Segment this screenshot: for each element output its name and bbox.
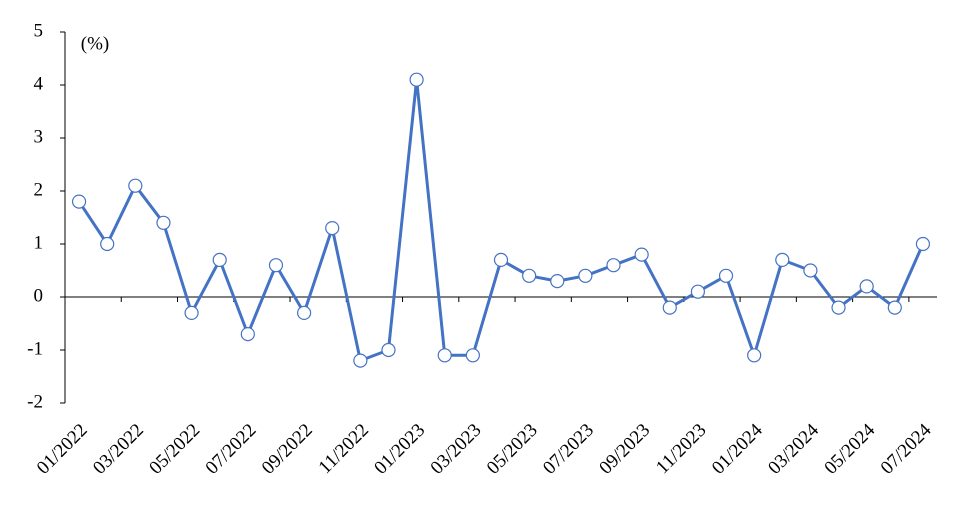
data-point [887,300,902,315]
data-point [409,72,424,87]
data-point [606,258,621,273]
data-point [690,284,706,299]
x-tick-label: 07/2023 [539,420,598,479]
data-point [775,252,790,267]
data-point [578,268,593,283]
y-tick-label: 5 [34,20,44,41]
data-point [550,274,565,289]
x-tick-label: 05/2022 [145,420,204,479]
data-point [465,348,480,363]
y-tick-label: 0 [34,285,44,306]
data-point [718,268,734,283]
y-tick-label: 4 [34,73,44,94]
x-tick-label: 03/2023 [427,420,486,479]
y-tick-label: 3 [34,126,44,147]
unit-annotation: (%) [81,33,109,54]
data-point [634,247,649,262]
y-tick-label: -2 [27,391,43,412]
data-point [859,279,874,294]
data-point [212,252,227,267]
data-point [325,221,340,236]
x-tick-label: 09/2022 [258,420,317,479]
y-tick-label: 2 [34,179,44,200]
x-tick-label: 05/2023 [483,420,542,479]
data-point [493,252,509,267]
x-tick-label: 03/2024 [764,419,823,478]
data-point [381,342,396,358]
x-tick-label: 07/2022 [202,420,261,479]
data-point [240,327,255,342]
data-point [156,215,171,230]
x-tick-label: 11/2023 [652,420,710,478]
data-point [296,305,312,320]
x-tick-label: 09/2023 [595,420,654,479]
x-tick-label: 07/2024 [877,419,936,478]
data-point [184,305,199,320]
data-point [353,353,368,368]
data-point [803,263,818,278]
data-point [831,300,846,315]
series-line [77,78,925,363]
data-point [128,178,143,193]
x-tick-label: 01/2023 [370,420,429,479]
data-point [71,194,87,209]
data-point [522,268,537,283]
x-tick-label: 11/2022 [315,420,373,478]
x-tick-label: 03/2022 [89,420,148,479]
x-tick-label: 01/2024 [708,419,767,478]
data-point [437,348,452,363]
y-tick-label: -1 [27,338,43,359]
x-tick-label: 01/2022 [33,420,92,479]
x-tick-label: 05/2024 [820,419,879,478]
data-point [268,258,284,273]
data-point [100,236,115,252]
data-point [915,236,931,252]
data-point [662,300,677,315]
data-point [747,348,762,363]
y-tick-label: 1 [34,232,44,253]
